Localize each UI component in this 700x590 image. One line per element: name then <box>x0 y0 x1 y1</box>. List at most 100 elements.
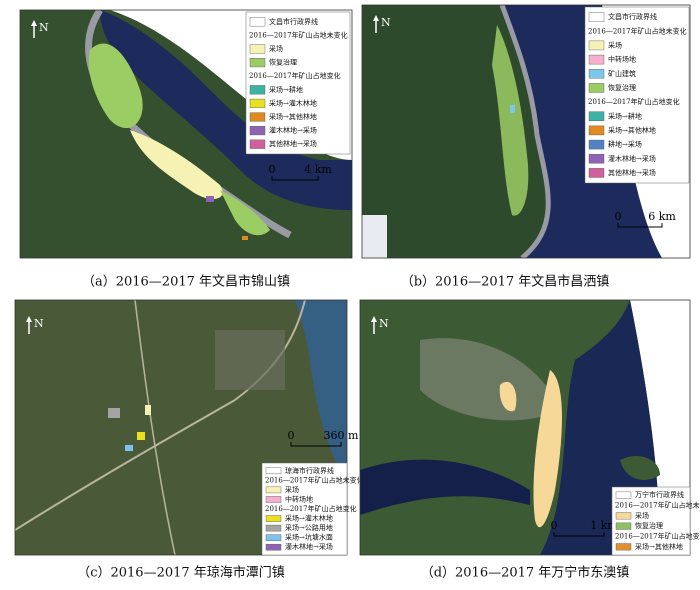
legend-swatch <box>265 543 282 551</box>
legend-label: 采场→坑塘水面 <box>285 533 333 542</box>
restored <box>220 190 270 236</box>
north-label: N <box>39 21 49 34</box>
legend-heading: 2016—2017年矿山占地未变化 <box>249 30 348 39</box>
legend-label: 采场 <box>285 485 299 494</box>
legend-label: 其他林地→采场 <box>608 168 656 177</box>
legend-swatch <box>588 125 605 136</box>
pit <box>125 445 133 451</box>
legend-swatch <box>249 126 266 136</box>
legend: 琼海市行政界线2016—2017年矿山占地未变化采场中转场地2016—2017年… <box>261 462 364 556</box>
frame <box>361 4 691 259</box>
legend-label: 采场 <box>608 40 622 49</box>
legend-swatch <box>249 17 266 27</box>
legend-swatch <box>249 44 266 54</box>
map-panel: N 0 360 m 琼海市行政界线2016—2017年矿山占地未变化采场中转场地201… <box>14 299 364 556</box>
north-label: N <box>379 317 389 330</box>
legend-label: 采场 <box>269 44 283 53</box>
pit <box>137 432 145 440</box>
scale-label: 6 km <box>648 210 676 223</box>
legend-swatch <box>265 486 282 494</box>
legend-swatch <box>249 85 266 95</box>
imagery <box>360 300 690 555</box>
frame <box>19 9 353 259</box>
legend-label: 文昌市行政界线 <box>608 12 657 21</box>
legend-label: 其他林地→采场 <box>269 139 317 148</box>
legend-swatch <box>265 496 282 503</box>
legend-label: 恢复治理 <box>269 58 297 67</box>
pit <box>499 381 517 412</box>
legend-label: 灌木林地→采场 <box>608 154 656 163</box>
legend-swatch <box>249 98 266 108</box>
pit <box>108 408 120 418</box>
legend-swatch <box>265 524 282 532</box>
restored <box>88 43 143 129</box>
legend-swatch <box>265 467 282 475</box>
legend-label: 耕地→采场 <box>608 140 642 149</box>
legend-label: 采场→耕地 <box>608 111 642 120</box>
legend-swatch <box>615 491 632 499</box>
north-label: N <box>34 317 44 330</box>
north-arrow-head <box>371 316 377 322</box>
legend-label: 中转场地 <box>285 494 313 503</box>
legend-heading: 2016—2017年矿山占地未变化 <box>615 501 700 510</box>
legend-swatch <box>588 168 605 178</box>
legend-heading: 2016—2017年矿山占地变化 <box>588 97 680 106</box>
scale-label: 0 <box>269 163 276 176</box>
pit <box>145 405 151 415</box>
legend-swatch <box>588 12 605 22</box>
road <box>15 300 306 531</box>
sea <box>100 10 352 210</box>
building <box>510 105 515 113</box>
legend-swatch <box>588 54 605 65</box>
north-arrow-head <box>373 15 379 21</box>
legend-label: 采场→耕地 <box>269 85 303 94</box>
legend-label: 万宁市行政界线 <box>635 490 684 499</box>
legend-swatch <box>588 111 605 121</box>
legend-label: 文昌市行政界线 <box>269 17 318 26</box>
scale-label: 0 <box>288 429 295 442</box>
legend-label: 采场→其他林地 <box>269 112 317 121</box>
change <box>242 236 248 240</box>
imagery <box>15 300 347 555</box>
sea <box>360 459 530 515</box>
frame <box>14 299 348 556</box>
legend-swatch <box>615 522 632 530</box>
scale-bar <box>290 442 342 447</box>
scale-label: 4 km <box>304 163 332 176</box>
legend-label: 灌木林地→采场 <box>285 542 333 551</box>
legend-swatch <box>265 534 282 541</box>
legend-label: 恢复治理 <box>635 521 663 530</box>
legend-swatch <box>615 543 632 551</box>
map-panel: N 0 6 km 文昌市行政界线 2016—2017年矿山占地未变化采场中转场地矿山建筑… <box>361 4 691 259</box>
island <box>620 455 660 480</box>
scale-label: 1 km <box>590 519 618 532</box>
legend-label: 采场 <box>635 511 649 520</box>
north-arrow-head <box>31 20 37 26</box>
legend-heading: 2016—2017年矿山占地未变化 <box>588 26 687 35</box>
north-label: N <box>381 16 391 29</box>
scale-bar <box>271 176 319 181</box>
legend-swatch <box>249 139 266 149</box>
scale-label: 360 m <box>324 429 359 442</box>
road <box>134 300 176 555</box>
legend-swatch <box>615 512 632 520</box>
scale-bar <box>553 532 605 537</box>
legend-heading: 2016—2017年矿山占地变化 <box>265 504 357 513</box>
legend-swatch <box>588 154 605 164</box>
urban <box>420 338 560 421</box>
panel-caption: （a）2016—2017 年文昌市锦山镇 <box>82 274 290 290</box>
legend-label: 矿山建筑 <box>608 69 636 78</box>
change <box>206 196 214 202</box>
legend-label: 恢复治理 <box>608 83 636 92</box>
pit <box>130 130 223 200</box>
legend-swatch <box>588 139 605 150</box>
legend-heading: 2016—2017年矿山占地未变化 <box>265 475 364 484</box>
legend-heading: 2016—2017年矿山占地变化 <box>615 532 700 541</box>
legend-label: 采场→灌木林地 <box>269 98 317 107</box>
legend-swatch <box>588 40 605 51</box>
